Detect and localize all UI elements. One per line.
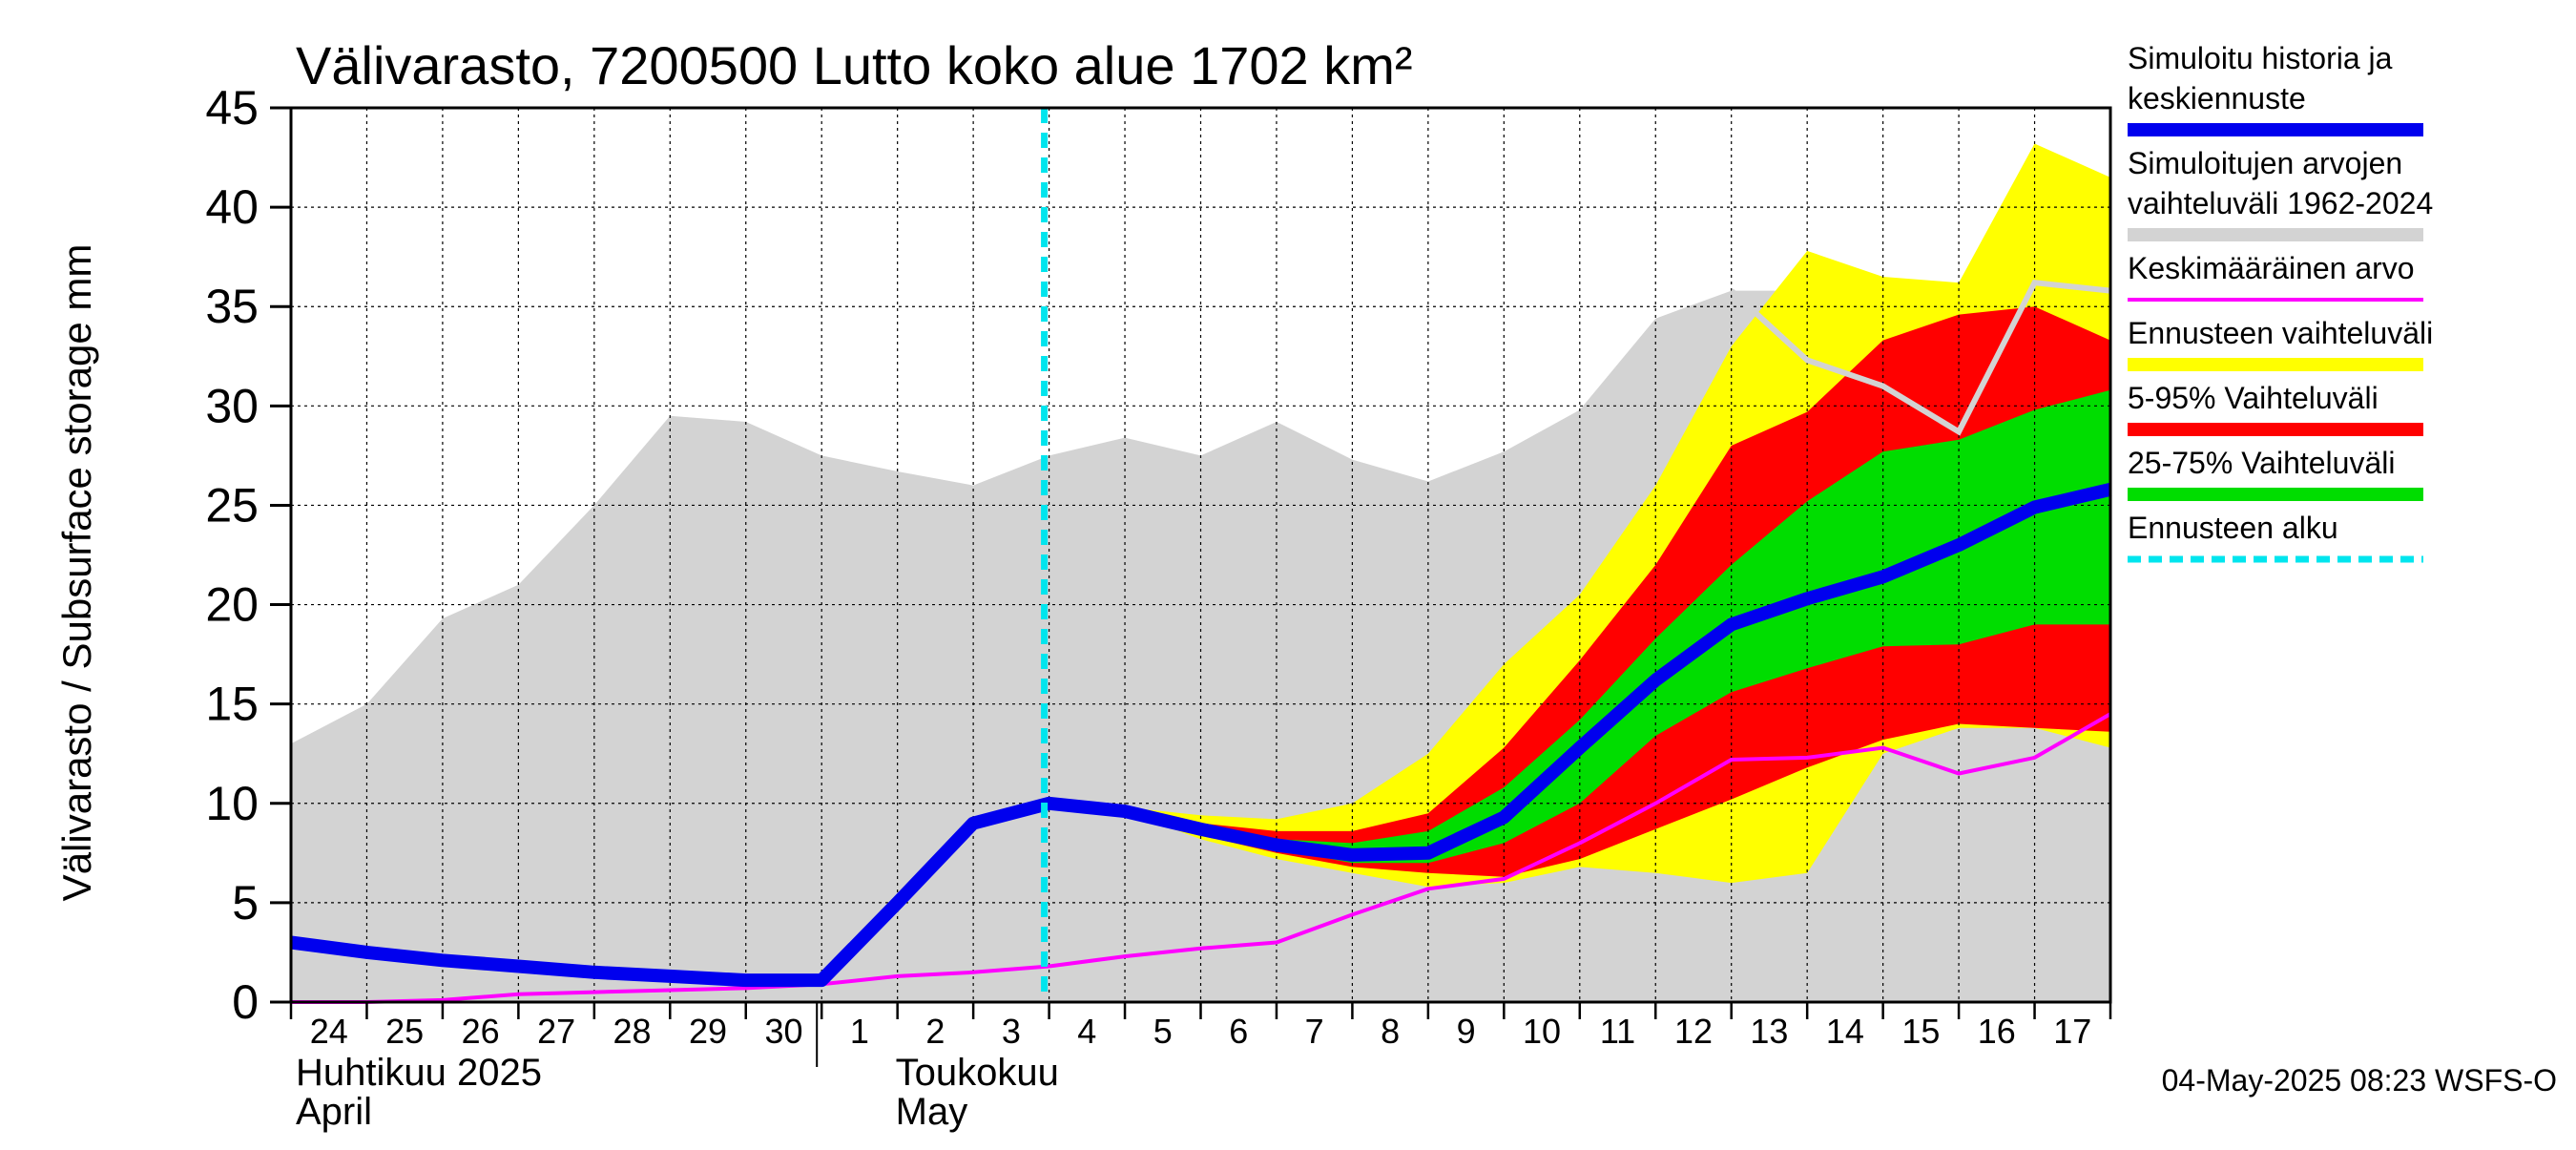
x-tick-label: 26 <box>462 1012 500 1051</box>
x-tick-label: 28 <box>613 1012 652 1051</box>
x-tick-label: 14 <box>1826 1012 1864 1051</box>
y-tick-label: 20 <box>205 578 259 632</box>
y-tick-label: 30 <box>205 379 259 432</box>
y-tick-label: 35 <box>205 280 259 333</box>
legend-label: Keskimääräinen arvo <box>2128 251 2415 285</box>
x-tick-label: 4 <box>1077 1012 1096 1051</box>
legend-label: Ennusteen vaihteluväli <box>2128 316 2433 350</box>
p25-75-band <box>1049 389 2110 864</box>
band-layer <box>291 143 2110 1003</box>
y-axis-label: Välivarasto / Subsurface storage mm <box>54 244 99 902</box>
y-tick-label: 0 <box>232 975 259 1029</box>
month-label-en: April <box>296 1091 372 1133</box>
x-tick-label: 2 <box>925 1012 945 1051</box>
x-tick-label: 25 <box>385 1012 424 1051</box>
month-label: Toukokuu <box>896 1052 1059 1094</box>
x-tick-label: 9 <box>1457 1012 1476 1051</box>
x-tick-label: 7 <box>1305 1012 1324 1051</box>
legend-label: 25-75% Vaihteluväli <box>2128 446 2395 480</box>
x-tick-label: 11 <box>1600 1012 1635 1051</box>
x-tick-label: 15 <box>1901 1012 1940 1051</box>
x-tick-label: 13 <box>1750 1012 1788 1051</box>
legend-label: Simuloitu historia ja <box>2128 41 2393 75</box>
x-tick-label: 17 <box>2053 1012 2091 1051</box>
median-forecast-line <box>290 482 2112 988</box>
legend-label: Ennusteen alku <box>2128 511 2338 545</box>
legend-label: keskiennuste <box>2128 81 2306 115</box>
y-tick-label: 25 <box>205 478 259 532</box>
x-tick-label: 10 <box>1523 1012 1561 1051</box>
chart-title: Välivarasto, 7200500 Lutto koko alue 170… <box>296 35 1413 95</box>
x-tick-label: 29 <box>689 1012 727 1051</box>
x-tick-label: 27 <box>537 1012 575 1051</box>
legend-label: 5-95% Vaihteluväli <box>2128 381 2379 415</box>
x-tick-label: 30 <box>764 1012 802 1051</box>
legend: Simuloitu historia ja keskiennuste Simuloi… <box>2128 41 2433 563</box>
month-label-en: May <box>896 1091 968 1133</box>
y-tick-label: 15 <box>205 678 259 731</box>
month-label: Huhtikuu 2025 <box>296 1052 542 1094</box>
y-tick-label: 40 <box>205 180 259 234</box>
x-tick-label: 5 <box>1153 1012 1173 1051</box>
legend-label: vaihteluväli 1962-2024 <box>2128 186 2433 220</box>
x-tick-label: 12 <box>1674 1012 1713 1051</box>
line-layer <box>290 108 2112 1004</box>
p5-95-band <box>1049 306 2110 877</box>
y-tick-label: 45 <box>205 81 259 135</box>
x-tick-label: 16 <box>1978 1012 2016 1051</box>
y-tick-label: 5 <box>232 876 259 930</box>
timestamp: 04-May-2025 08:23 WSFS-O <box>2162 1063 2557 1098</box>
y-tick-label: 10 <box>205 777 259 830</box>
grid-layer <box>291 108 2110 1002</box>
mean-grey-line <box>1729 279 2111 436</box>
x-tick-label: 6 <box>1229 1012 1248 1051</box>
x-tick-label: 1 <box>850 1012 869 1051</box>
x-tick-label: 8 <box>1381 1012 1400 1051</box>
legend-label: Simuloitujen arvojen <box>2128 146 2402 180</box>
x-tick-label: 3 <box>1002 1012 1021 1051</box>
x-tick-label: 24 <box>310 1012 348 1051</box>
mean-line <box>291 712 2111 1004</box>
